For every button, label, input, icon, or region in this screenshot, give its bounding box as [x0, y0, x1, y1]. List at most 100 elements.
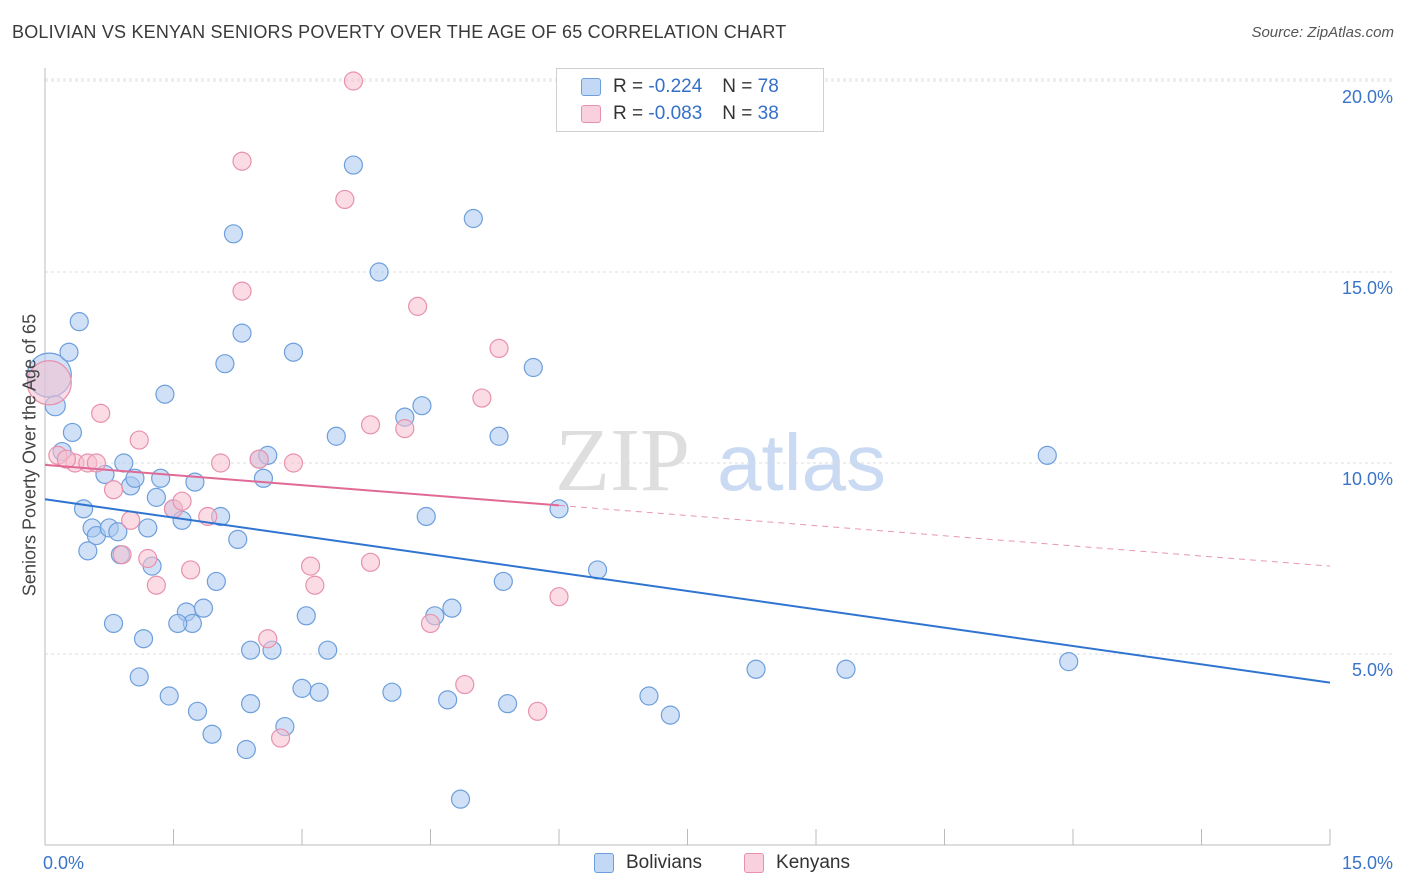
legend-r-value: -0.224 — [648, 76, 703, 97]
x-tick-label: 15.0% — [1342, 853, 1393, 873]
legend-item-kenyans: Kenyans — [744, 852, 850, 874]
chart-title: BOLIVIAN VS KENYAN SENIORS POVERTY OVER … — [12, 22, 787, 42]
y-tick-label: 5.0% — [1352, 660, 1393, 680]
bolivian-point — [232, 323, 252, 343]
bolivian-point — [241, 640, 261, 660]
kenyan-point — [335, 189, 355, 210]
kenyan-point — [343, 71, 363, 91]
bolivian-point — [215, 354, 235, 374]
bolivian-trend-line — [44, 498, 1331, 684]
kenyan-point — [258, 629, 278, 649]
bolivian-point — [523, 357, 543, 378]
legend-r-value: -0.083 — [648, 103, 703, 124]
kenyan-point — [527, 701, 548, 721]
bolivian-point — [343, 155, 363, 175]
bolivian-point — [746, 659, 766, 679]
kenyan-point — [489, 338, 509, 358]
bolivian-point — [155, 384, 175, 404]
legend-swatch-blue — [581, 78, 601, 96]
kenyan-point — [91, 403, 111, 423]
bolivian-point — [450, 789, 471, 809]
bolivian-point — [296, 606, 316, 626]
kenyan-point — [300, 556, 321, 576]
kenyan-point — [121, 510, 141, 530]
bolivian-point — [292, 678, 312, 698]
kenyan-point — [129, 430, 149, 450]
kenyan-point — [249, 449, 269, 469]
kenyan-trend-line — [44, 463, 560, 507]
kenyan-point — [211, 453, 231, 473]
legend-n-value: 78 — [757, 76, 779, 97]
bolivian-point — [228, 529, 248, 550]
kenyan-point — [103, 480, 124, 500]
bolivian-point — [382, 682, 402, 702]
y-axis-label: Seniors Poverty Over the Age of 65 — [19, 313, 40, 597]
bolivian-point — [283, 342, 304, 362]
bolivian-point — [206, 571, 226, 592]
y-tick-label: 10.0% — [1342, 469, 1393, 489]
kenyan-point — [472, 388, 492, 408]
bolivian-point — [202, 724, 222, 744]
kenyan-point — [172, 491, 192, 511]
legend-r-label: R = — [613, 103, 644, 124]
kenyan-point — [181, 560, 201, 580]
bolivian-point — [193, 598, 214, 618]
kenyan-point — [232, 151, 252, 171]
bolivian-point — [78, 541, 98, 561]
source-credit: Source: ZipAtlas.com — [1251, 24, 1394, 41]
bolivian-point — [836, 659, 856, 679]
legend-item-bolivians: Bolivians — [594, 852, 702, 874]
bolivian-point — [138, 518, 158, 538]
bolivian-point — [125, 468, 145, 488]
bolivian-point — [114, 453, 134, 473]
legend-label-kenyans: Kenyans — [776, 852, 850, 873]
bolivian-point — [168, 613, 188, 634]
bolivian-point — [241, 694, 261, 714]
legend-n-label: N = — [722, 76, 753, 97]
series-legend: Bolivians Kenyans — [594, 852, 892, 874]
legend-row-bolivians: R = -0.224 N = 78 — [581, 75, 779, 99]
bolivian-point — [326, 426, 346, 446]
bolivian-point — [318, 640, 338, 660]
legend-row-kenyans: R = -0.083 N = 38 — [581, 102, 779, 126]
legend-n-label: N = — [722, 103, 753, 124]
legend-swatch-pink — [744, 853, 765, 873]
bolivian-point — [438, 690, 458, 710]
bolivian-point — [73, 499, 94, 519]
bolivian-point — [493, 571, 513, 592]
bolivian-point — [103, 613, 124, 634]
bolivian-point — [639, 686, 659, 706]
bolivian-point — [1037, 445, 1057, 465]
kenyan-point — [26, 360, 72, 406]
kenyan-point — [549, 587, 569, 607]
bolivian-point — [108, 522, 128, 542]
bolivian-point — [463, 208, 483, 229]
y-tick-label: 20.0% — [1342, 87, 1393, 107]
bolivian-point — [660, 705, 680, 725]
bolivian-point — [1059, 652, 1079, 672]
bolivian-point — [489, 426, 509, 446]
bolivian-point — [187, 701, 208, 721]
kenyan-trend-extension — [558, 504, 1331, 567]
kenyan-point — [305, 575, 325, 595]
bolivian-point — [412, 396, 432, 416]
kenyan-point — [283, 453, 304, 473]
kenyan-point — [395, 419, 415, 439]
legend-swatch-pink — [581, 105, 601, 123]
bolivian-point — [498, 694, 518, 714]
correlation-legend: R = -0.224 N = 78 R = -0.083 N = 38 — [556, 68, 824, 132]
bolivian-point — [369, 262, 389, 282]
kenyan-point — [86, 453, 107, 473]
kenyan-point — [138, 548, 158, 569]
bolivian-point — [133, 629, 154, 649]
bolivian-point — [309, 682, 329, 702]
bolivian-point — [146, 487, 166, 507]
bolivian-point — [416, 506, 436, 527]
kenyan-point — [420, 613, 441, 634]
kenyan-point — [232, 281, 252, 301]
watermark-zip: ZIP — [555, 411, 690, 510]
bolivian-point — [151, 468, 171, 488]
kenyan-point — [146, 575, 166, 595]
bolivian-point — [236, 739, 256, 760]
